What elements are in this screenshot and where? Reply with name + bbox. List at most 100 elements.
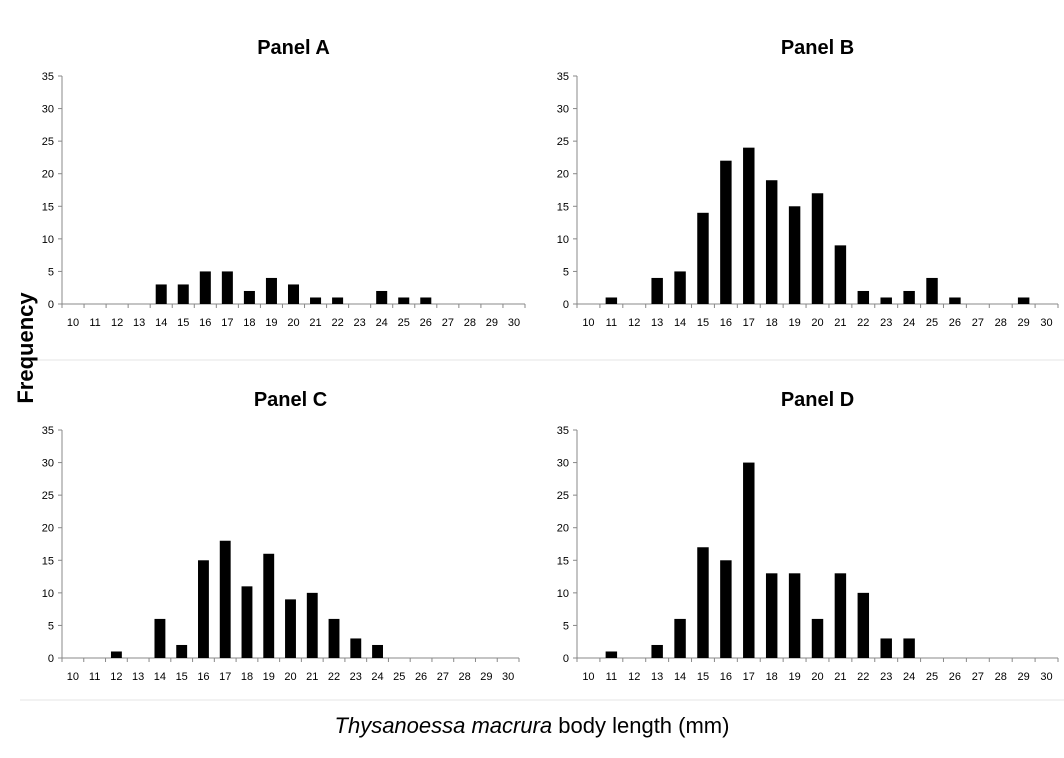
histogram-bar [328, 618, 340, 658]
x-tick-label: 13 [133, 317, 145, 329]
y-tick-label: 25 [42, 136, 54, 148]
x-tick-label: 13 [132, 671, 144, 683]
histogram-bar [177, 284, 189, 304]
x-tick-label: 18 [241, 671, 253, 683]
histogram-bar [154, 618, 166, 658]
x-axis-label-species: Thysanoessa macrura [334, 713, 553, 738]
histogram-bar [743, 147, 755, 304]
histogram-bar [926, 277, 938, 304]
histogram-bar [811, 618, 824, 658]
histogram-bar [674, 271, 686, 304]
x-tick-label: 21 [834, 317, 846, 329]
x-tick-label: 22 [331, 317, 343, 329]
x-tick-label: 27 [972, 317, 984, 329]
x-tick-label: 22 [857, 671, 869, 683]
x-tick-label: 12 [110, 671, 122, 683]
panel-title: Panel D [781, 389, 854, 411]
y-tick-label: 30 [42, 458, 54, 470]
histogram-bar [219, 540, 231, 658]
x-tick-label: 26 [949, 671, 961, 683]
histogram-bar [857, 290, 870, 304]
y-tick-label: 25 [557, 490, 569, 502]
x-tick-label: 19 [788, 671, 800, 683]
x-tick-label: 28 [464, 317, 476, 329]
x-tick-label: 12 [628, 671, 640, 683]
y-tick-label: 20 [42, 169, 54, 181]
chart-panels: Panel A 0 5 10 15 20 25 30 35 10 11 12 13 14 15 16 17 18 1… [42, 37, 1059, 683]
x-tick-label: 27 [972, 671, 984, 683]
histogram-bar [949, 297, 961, 304]
y-tick-label: 35 [42, 425, 54, 437]
histogram-bar [811, 193, 824, 304]
histogram-bar [155, 284, 167, 304]
x-tick-label: 26 [420, 317, 432, 329]
y-tick-label: 30 [42, 104, 54, 116]
histogram-bar [765, 180, 778, 304]
y-tick-label: 0 [48, 653, 54, 665]
x-tick-label: 14 [674, 317, 686, 329]
y-tick-label: 10 [42, 588, 54, 600]
x-tick-label: 30 [1040, 317, 1052, 329]
histogram-bar [243, 290, 255, 304]
histogram-bar [198, 560, 209, 658]
x-tick-label: 23 [350, 671, 362, 683]
histogram-bar [306, 592, 318, 658]
chart-panel-c: Panel C 0 5 10 15 20 25 30 35 10 11 12 13 14 15 16 17 18 1… [42, 389, 520, 683]
x-tick-label: 19 [263, 671, 275, 683]
histogram-bar [176, 644, 188, 658]
x-tick-label: 24 [371, 671, 383, 683]
x-tick-label: 28 [995, 671, 1007, 683]
x-tick-label: 16 [199, 317, 211, 329]
histogram-bar [605, 297, 618, 304]
x-tick-label: 25 [926, 317, 938, 329]
y-tick-label: 5 [563, 266, 569, 278]
x-tick-label: 17 [743, 671, 755, 683]
histogram-bar [651, 644, 663, 658]
histogram-bar [903, 638, 915, 658]
x-tick-label: 28 [458, 671, 470, 683]
histogram-bar [765, 573, 778, 658]
x-tick-label: 18 [243, 317, 255, 329]
y-tick-label: 15 [557, 555, 569, 567]
x-tick-label: 14 [674, 671, 686, 683]
y-tick-label: 30 [557, 104, 569, 116]
y-tick-label: 35 [557, 71, 569, 83]
panel-title: Panel B [781, 37, 854, 59]
x-tick-label: 20 [811, 317, 823, 329]
x-tick-label: 30 [1040, 671, 1052, 683]
x-tick-label: 26 [949, 317, 961, 329]
histogram-bar [697, 547, 709, 658]
x-tick-label: 15 [697, 317, 709, 329]
histogram-bar [221, 271, 233, 304]
histogram-bar [834, 245, 847, 304]
x-tick-label: 21 [309, 317, 321, 329]
x-tick-label: 14 [155, 317, 167, 329]
x-tick-label: 22 [328, 671, 340, 683]
x-tick-label: 12 [628, 317, 640, 329]
y-tick-label: 15 [557, 201, 569, 213]
x-tick-label: 11 [606, 317, 617, 329]
histogram-bar [420, 297, 432, 304]
x-axis-label: Thysanoessa macrura body length (mm) [0, 713, 1064, 739]
x-tick-label: 10 [582, 671, 594, 683]
histogram-bar [880, 297, 892, 304]
x-tick-label: 11 [89, 671, 100, 683]
x-tick-label: 17 [219, 671, 231, 683]
histogram-bar [720, 560, 732, 658]
x-tick-label: 20 [284, 671, 296, 683]
histogram-bar [720, 160, 732, 304]
chart-panel-d: Panel D 0 5 10 15 20 25 30 35 10 11 12 13 14 15 16 17 18 1… [557, 389, 1059, 683]
y-tick-label: 5 [48, 620, 54, 632]
x-tick-label: 10 [67, 671, 79, 683]
x-tick-label: 15 [176, 671, 188, 683]
x-tick-label: 19 [265, 317, 277, 329]
x-tick-label: 13 [651, 317, 663, 329]
x-tick-label: 24 [903, 317, 915, 329]
x-tick-label: 25 [393, 671, 405, 683]
y-tick-label: 20 [42, 523, 54, 535]
x-tick-label: 16 [720, 671, 732, 683]
x-tick-label: 29 [480, 671, 492, 683]
x-tick-label: 22 [857, 317, 869, 329]
histogram-bar [350, 638, 362, 658]
